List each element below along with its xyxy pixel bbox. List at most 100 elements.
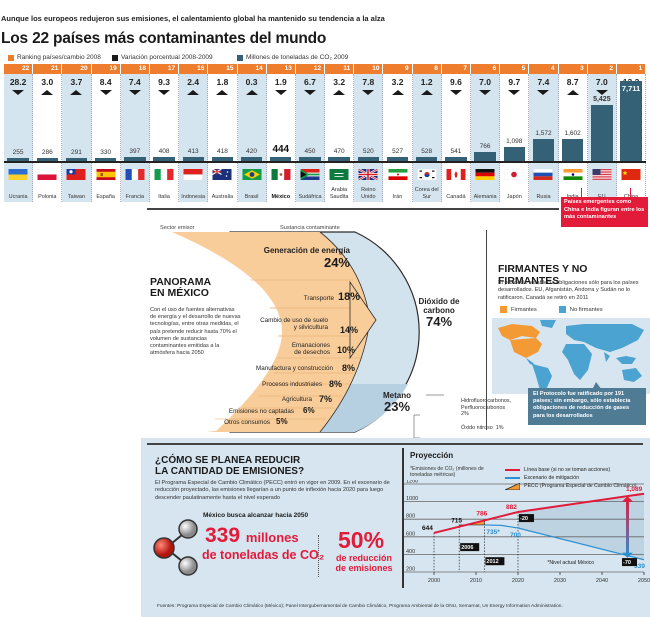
rank-cell: 16 — [179, 64, 209, 74]
legend-mitigation: Escenario de mitigación — [505, 474, 636, 482]
rank-cell: 20 — [62, 64, 92, 74]
emissions-bar — [240, 157, 263, 161]
emissions-value: 397 — [129, 148, 141, 156]
change-pct: 7.8 — [362, 77, 375, 87]
y-tick-label: 1200 — [406, 480, 418, 485]
reduction-title-line2: LA CANTIDAD DE EMISIONES? — [155, 465, 305, 477]
chart-note: *Nivel actual México — [547, 560, 594, 566]
legend-swatch-tons — [237, 54, 243, 61]
emissions-value: 408 — [158, 148, 170, 156]
sector-manufacturing-pct: 8% — [342, 363, 356, 373]
substance-header: Sustancia contaminante — [280, 225, 340, 231]
goal-label: México busca alcanzar hacia 2050 — [203, 512, 309, 519]
goal-reduction-line2: de emisiones — [335, 563, 393, 573]
emissions-value: 528 — [421, 147, 433, 155]
country-name: India — [559, 194, 587, 201]
goal-tons-number: 339 — [205, 524, 241, 547]
country-column: 3.0 286 Polonia — [33, 74, 63, 202]
sector-industrial-label: Procesos industriales — [262, 381, 322, 388]
emissions-value: 450 — [304, 148, 316, 156]
emissions-value: 291 — [71, 148, 82, 156]
world-map — [492, 318, 650, 394]
legend-line-mitigation — [505, 477, 520, 479]
rank-cell: 3 — [558, 64, 588, 74]
reduction-title-line1: ¿CÓMO SE PLANEA REDUCIR — [155, 455, 301, 466]
annotation-label: 2012 — [486, 559, 498, 565]
annotation-label: 786 — [476, 510, 487, 517]
flag-italy-icon — [154, 169, 174, 180]
reduction-description: El Programa Especial de Cambio Climático… — [155, 480, 390, 501]
section-divider — [147, 208, 559, 210]
country-column: 7.0 5,425 EU — [587, 74, 617, 202]
change-pct: 7.4 — [537, 77, 550, 87]
arrow-down-icon — [99, 90, 112, 95]
map-alaska-canada-signers — [498, 324, 540, 340]
substance-co2: Dióxido de carbono 74% — [408, 297, 470, 329]
country-column: 7.0 766 Alemania — [471, 74, 501, 202]
goal-tons-unit: millones — [245, 530, 299, 545]
reduction-arrow-up-head — [622, 496, 633, 502]
projection-legend: Línea base (si no se toman acciones) Esc… — [505, 466, 636, 490]
substance-label: Dióxido de carbono — [418, 297, 460, 315]
change-pct: 8.4 — [99, 77, 112, 87]
legend-baseline: Línea base (si no se toman acciones) — [505, 466, 636, 474]
country-name: Alemania — [473, 193, 497, 200]
country-column: 28.2 255 Ucrania — [4, 74, 34, 202]
legend-swatch-signers — [500, 306, 507, 313]
emissions-bar — [36, 157, 58, 161]
flag-iran-icon — [388, 169, 408, 180]
ranking-row: 22 21 20 19 18 17 16 15 14 13 12 11 10 9 8 7 6 5 4 3 2 1 — [4, 64, 647, 74]
legend-signers: Firmantes — [500, 306, 537, 313]
sector-label: Generación de energía — [263, 246, 350, 255]
country-column: 1.8 418 Australia — [208, 74, 238, 202]
emissions-value: 420 — [246, 148, 258, 156]
country-column: 2.4 413 Indonesia — [179, 74, 209, 202]
rank-cell: 13 — [266, 64, 296, 74]
rank-cell: 15 — [208, 64, 238, 74]
panorama-title-line1: PANORAMA — [150, 276, 212, 288]
change-pct: 3.7 — [70, 77, 83, 87]
y-tick-label: 600 — [406, 531, 415, 537]
emissions-value: 7,711 — [621, 84, 641, 93]
legend-label-signers: Firmantes — [511, 306, 537, 313]
change-pct: 2.4 — [187, 77, 200, 87]
country-name: Indonesia — [181, 193, 206, 200]
emissions-value: 413 — [187, 148, 199, 156]
annotation-label: 715 — [451, 518, 462, 525]
rank-cell: 19 — [91, 64, 121, 74]
emissions-value: 527 — [392, 147, 403, 155]
emissions-value: 1,572 — [535, 130, 552, 138]
country-name: Canadá — [446, 193, 466, 200]
sector-other-label: Otros consumos — [224, 419, 270, 426]
annotation-label: 644 — [422, 525, 433, 532]
legend-swatch-ranking — [8, 54, 14, 61]
annotation-box — [485, 557, 505, 566]
country-name: Irán — [392, 193, 403, 200]
emissions-bar — [65, 157, 88, 161]
legend-ranking: Ranking países/cambio 2008 — [8, 54, 101, 61]
change-pct: 1.8 — [216, 77, 229, 87]
substance-pct: 2% — [461, 411, 469, 417]
sector-band — [172, 231, 444, 439]
emissions-bar — [561, 138, 584, 161]
emissions-bar — [474, 152, 496, 161]
legend-swatch-nonsigners — [558, 306, 566, 313]
substance-label: Hidrofluorocarbonos, Perfluorocarbonos — [461, 398, 511, 411]
emissions-value: 418 — [216, 148, 228, 156]
country-column: 8.4 330 España — [92, 74, 121, 202]
emissions-bar — [328, 156, 350, 161]
flag-mexico-icon — [271, 169, 291, 180]
annotation-box — [519, 514, 534, 523]
country-column: 1.9 444 México — [267, 74, 296, 202]
y-tick-label: 800 — [406, 514, 415, 520]
goal-tons: 339 millones — [205, 525, 299, 549]
y-tick-label: 200 — [406, 567, 415, 573]
flag-russia-icon — [533, 169, 553, 180]
arrow-down-icon — [508, 90, 521, 95]
rank-cell: 5 — [500, 64, 530, 74]
legend-label-ranking: Ranking países/cambio 2008 — [17, 54, 101, 61]
arrow-up-icon — [566, 90, 579, 95]
rank-cell: 4 — [529, 64, 559, 74]
country-column: 9.6 541 Canadá — [442, 74, 471, 202]
change-pct: 7.4 — [128, 77, 141, 87]
